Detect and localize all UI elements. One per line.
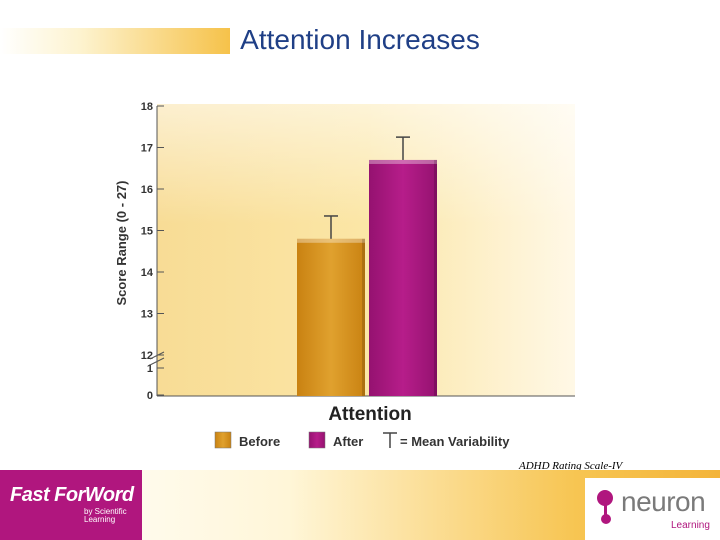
bar-edge-shade <box>434 159 437 396</box>
x-axis-label: Attention <box>328 404 411 425</box>
bar-before <box>297 238 365 396</box>
legend-swatch-before <box>214 431 232 449</box>
y-tick-label: 15 <box>141 226 153 238</box>
plot-area-sheen <box>157 104 575 224</box>
neuron-logo-dot-icon <box>597 490 613 506</box>
fast-forword-logo-text: Fast ForWord <box>10 484 134 506</box>
bar-top-highlight <box>297 238 365 243</box>
page-title: Attention Increases <box>240 24 480 55</box>
y-tick-label: 12 <box>141 350 153 362</box>
y-tick-label: 0 <box>147 390 153 402</box>
y-tick-label: 18 <box>141 101 153 113</box>
chart-legend: Before After = Mean Variability <box>214 431 510 449</box>
neuron-logo-small-dot-icon <box>601 514 611 524</box>
neuron-logo-subtext: Learning <box>671 520 710 531</box>
title-accent-bar <box>0 28 230 54</box>
y-tick-label: 17 <box>141 143 153 155</box>
legend-label-after: After <box>333 434 363 449</box>
fast-forword-logo: Fast ForWord by Scientific Learning <box>0 470 142 540</box>
legend-swatch-after <box>308 431 326 449</box>
bar-edge-shade <box>362 238 365 396</box>
neuron-logo-stem-icon <box>604 504 607 516</box>
source-caption: ADHD Rating Scale-IV <box>519 460 623 472</box>
fast-forword-logo-subtext: by Scientific Learning <box>84 507 127 524</box>
footer: Fast ForWord by Scientific Learning neur… <box>0 470 720 540</box>
y-tick-label: 13 <box>141 309 153 321</box>
bar-after <box>369 159 437 396</box>
legend-label-mean-variability: = Mean Variability <box>400 434 510 449</box>
bar-chart: 18 17 16 15 14 13 121 0 Score Range (0 - 27) At… <box>114 101 575 449</box>
axis-break-mark <box>149 357 165 366</box>
y-axis-label: Score Range (0 - 27) <box>114 181 129 306</box>
y-tick-label: 16 <box>141 184 153 196</box>
axis-break-mark <box>149 351 165 360</box>
y-tick-label: 14 <box>141 267 154 279</box>
y-tick-label: 1 <box>147 363 153 375</box>
legend-label-before: Before <box>239 434 280 449</box>
bar-top-highlight <box>369 159 437 164</box>
neuron-learning-logo: neuron Learning <box>585 478 720 540</box>
neuron-logo-text: neuron <box>621 486 706 517</box>
